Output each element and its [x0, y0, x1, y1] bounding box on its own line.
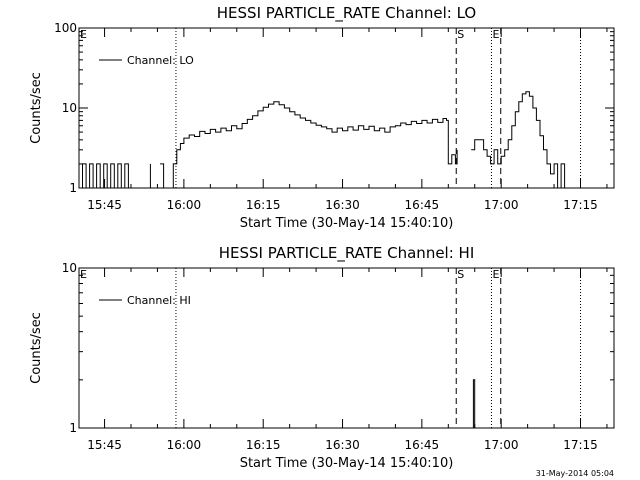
plot-frame [78, 267, 615, 429]
event-marker-label: E [80, 28, 87, 41]
footer-timestamp: 31-May-2014 05:04 [536, 469, 614, 478]
event-marker-label: S [457, 268, 464, 281]
chart-panel-1: HESSI PARTICLE_RATE Channel: LO 1 10 100 15:… [29, 4, 615, 231]
y-tick-label: 1 [69, 181, 77, 195]
series-line-1 [79, 91, 569, 189]
x-tick-label: 15:45 [87, 198, 122, 212]
y-axis-label: Counts/sec [29, 312, 44, 384]
event-marker-label: E [80, 268, 87, 281]
chart-title: HESSI PARTICLE_RATE Channel: HI [219, 244, 475, 263]
x-tick-label: 17:00 [484, 438, 519, 452]
y-tick-label: 1 [69, 421, 77, 435]
event-marker-label: E [492, 268, 499, 281]
event-marker-label: E [492, 28, 499, 41]
x-tick-label: 17:00 [484, 198, 519, 212]
y-axis-label: Counts/sec [29, 72, 44, 144]
x-tick-label: 17:15 [563, 198, 598, 212]
y-tick-label: 10 [62, 261, 77, 275]
x-tick-label: 16:15 [246, 198, 281, 212]
x-tick-label: 16:30 [325, 438, 360, 452]
legend-label: Channel: HI [127, 294, 191, 307]
x-tick-label: 16:00 [167, 198, 202, 212]
chart-panel-2: HESSI PARTICLE_RATE Channel: HI 1 10 15:45 1… [29, 244, 615, 471]
x-tick-label: 17:15 [563, 438, 598, 452]
y-tick-label: 10 [62, 101, 77, 115]
y-tick-label: 100 [54, 21, 77, 35]
x-tick-label: 16:15 [246, 438, 281, 452]
x-axis-label: Start Time (30-May-14 15:40:10) [240, 216, 454, 231]
event-marker-label: S [457, 28, 464, 41]
x-tick-label: 16:30 [325, 198, 360, 212]
series-line-1 [472, 379, 476, 429]
x-tick-label: 16:45 [405, 438, 440, 452]
x-axis-label: Start Time (30-May-14 15:40:10) [240, 456, 454, 471]
chart-title: HESSI PARTICLE_RATE Channel: LO [217, 4, 476, 23]
x-tick-label: 16:00 [167, 438, 202, 452]
x-tick-label: 16:45 [405, 198, 440, 212]
x-tick-label: 15:45 [87, 438, 122, 452]
legend-label: Channel: LO [127, 54, 194, 67]
